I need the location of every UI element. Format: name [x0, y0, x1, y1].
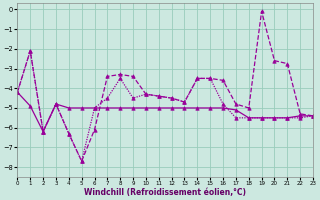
X-axis label: Windchill (Refroidissement éolien,°C): Windchill (Refroidissement éolien,°C) — [84, 188, 246, 197]
